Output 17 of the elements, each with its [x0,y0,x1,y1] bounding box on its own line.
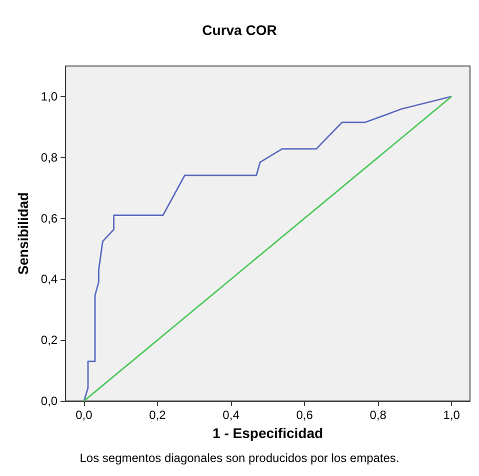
x-tick-label: 0,8 [370,408,387,422]
y-tick-label: 1,0 [40,89,58,104]
line-series [83,96,452,402]
y-tick-label: 0,2 [40,333,58,348]
y-tick-label: 0,6 [40,211,58,226]
x-tick-label: 0,6 [296,408,314,422]
text: Los segmentos diagonales son producidos por los empates. [80,451,400,465]
chart-title: Curva COR [202,22,277,38]
x-tick-label: 0,4 [222,408,240,422]
y-tick-label: 0,8 [40,150,58,164]
x-tick-label: 1,0 [443,408,460,422]
x-tick-label: 0,2 [149,408,166,422]
y-tick-label: 0,0 [40,394,58,408]
x-axis-title: 1 - Especificidad [212,424,324,441]
x-tick-label: 0,0 [76,408,93,422]
y-tick-label: 0,4 [40,272,58,286]
y-axis-title: Sensibilidad [15,192,31,275]
